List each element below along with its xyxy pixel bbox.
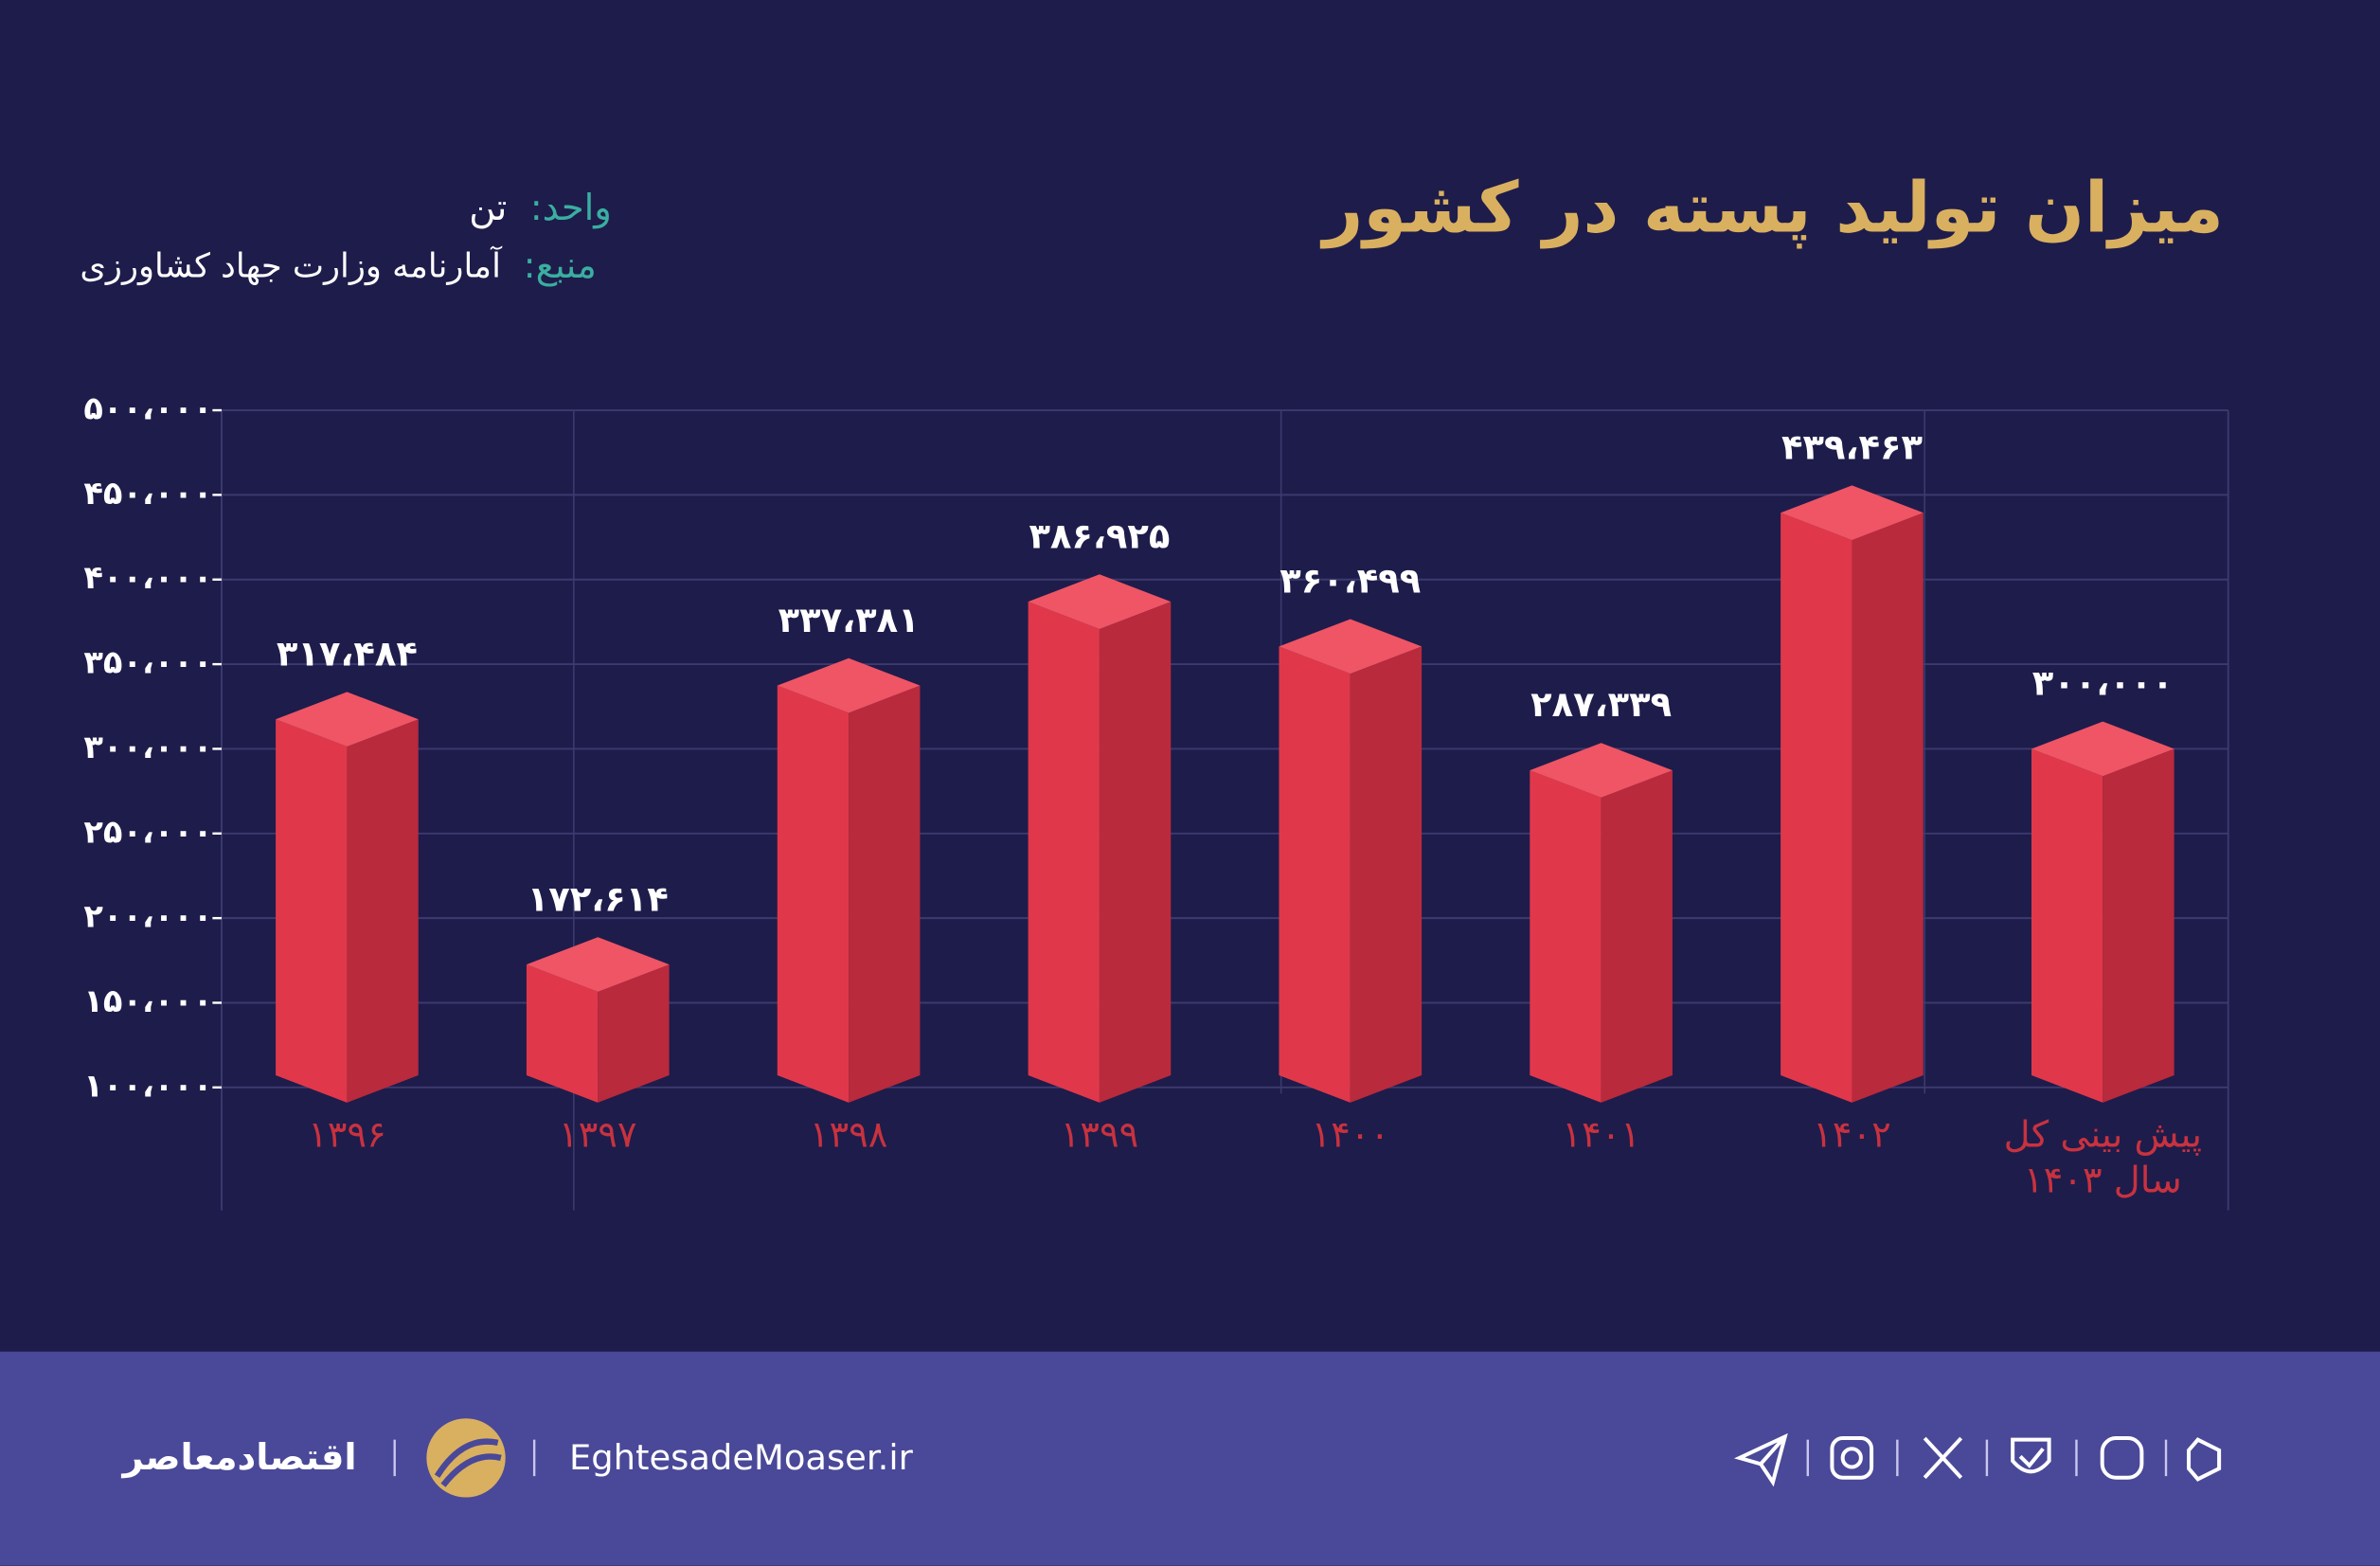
plot: ۱۰۰،۰۰۰ ۱۵۰،۰۰۰ ۲۰۰،۰۰۰ ۲۵۰،۰۰۰ ۳۰۰،۰۰۰ ۳۵۰،۰… xyxy=(83,390,2229,1211)
x-tick-label: ۱۴۰۰ xyxy=(1311,1113,1390,1156)
x-tick-label-box: ۱۴۰۲ xyxy=(1813,1113,1891,1156)
bar-top xyxy=(1781,485,1924,541)
y-tick-label: ۲۵۰،۰۰۰ xyxy=(83,813,212,850)
bar-top xyxy=(276,692,419,747)
y-tick-label: ۴۵۰،۰۰۰ xyxy=(83,475,212,512)
bar-front xyxy=(2031,748,2103,1103)
unit: تن xyxy=(469,187,507,229)
x-tick-label-box: ۱۳۹۷ xyxy=(558,1113,637,1156)
bar-side xyxy=(1601,770,1673,1103)
value-label: ۴۳۹،۴۶۳ xyxy=(1781,426,1923,467)
value-label: ۳۳۷،۳۸۱ xyxy=(778,600,920,640)
value-label: ۲۸۷،۳۳۹ xyxy=(1530,684,1672,725)
x-tick-label: ۱۴۰۱ xyxy=(1562,1113,1640,1156)
value-label: ۳۸۶،۹۲۵ xyxy=(1029,515,1170,556)
y-tick-label: ۵۰۰،۰۰۰ xyxy=(83,390,212,427)
bar-top xyxy=(1530,743,1673,798)
bar-front xyxy=(1530,770,1602,1103)
site: EghtesadeMoaser.ir xyxy=(569,1437,914,1478)
verified-icon[interactable] xyxy=(2011,1437,2051,1474)
x-tick-label: پیش بینی کل سال ۱۴۰۳ xyxy=(2003,1113,2202,1202)
source: آمارنامه وزارت جهاد کشاورزی xyxy=(80,244,503,285)
y-tick-label: ۲۰۰،۰۰۰ xyxy=(83,898,212,935)
value-label: ۳۰۰،۰۰۰ xyxy=(2032,663,2174,704)
y-tick-label: ۱۰۰،۰۰۰ xyxy=(83,1067,212,1104)
bar-side xyxy=(598,964,670,1103)
x-tick-label: ۱۳۹۶ xyxy=(308,1113,386,1156)
telegram-icon[interactable] xyxy=(1733,1432,1788,1487)
bar-side xyxy=(2103,748,2174,1103)
logo-mark xyxy=(434,1438,502,1487)
x-tick-label: ۱۴۰۲ xyxy=(1813,1113,1891,1156)
value-label: ۳۱۷،۴۸۴ xyxy=(277,633,418,674)
x-tick-label: ۱۳۹۸ xyxy=(809,1113,888,1156)
bar-front xyxy=(526,964,599,1103)
y-tick-label: ۳۰۰،۰۰۰ xyxy=(83,729,212,765)
bar-side xyxy=(1852,513,1924,1103)
x-tick-label-box: ۱۴۰۱ xyxy=(1562,1113,1640,1156)
bar-top xyxy=(2031,721,2174,777)
y-tick-label: ۳۵۰،۰۰۰ xyxy=(83,644,212,681)
x-icon[interactable] xyxy=(1923,1436,1963,1480)
title: میزان تولید پسته در کشور xyxy=(1319,169,2224,249)
bar-top xyxy=(1279,619,1423,675)
x-tick-label-box: ۱۳۹۹ xyxy=(1060,1113,1139,1156)
x-tick-label: ۱۳۹۷ xyxy=(558,1113,637,1156)
value-label: ۳۶۰،۴۹۹ xyxy=(1279,561,1421,602)
bar-side xyxy=(849,685,921,1103)
bar-front xyxy=(777,685,850,1103)
footer-band xyxy=(0,1351,2380,1566)
x-tick-label-box: پیش بینی کل سال ۱۴۰۳ xyxy=(2003,1113,2202,1202)
bar-side xyxy=(1099,602,1172,1103)
bar-front xyxy=(1781,513,1852,1103)
bar-top xyxy=(526,937,670,992)
x-tick-label-box: ۱۳۹۸ xyxy=(809,1113,888,1156)
bar-front xyxy=(276,719,348,1103)
icon-dividers xyxy=(1806,1439,2168,1477)
bar-side xyxy=(1350,646,1423,1103)
instagram-icon[interactable] xyxy=(1830,1436,1874,1480)
source-label: منبع: xyxy=(524,244,597,287)
x-tick-label-box: ۱۴۰۰ xyxy=(1311,1113,1390,1156)
value-label: ۱۷۲،۶۱۴ xyxy=(528,878,669,919)
bar-front xyxy=(1028,602,1100,1103)
e-icon[interactable] xyxy=(2100,1436,2144,1480)
y-tick-label: ۴۰۰،۰۰۰ xyxy=(83,559,212,596)
social-icons xyxy=(1733,1432,2222,1487)
x-tick-label-box: ۱۳۹۶ xyxy=(308,1113,386,1156)
unit-label: واحد: xyxy=(530,187,612,229)
hex-icon[interactable] xyxy=(2187,1437,2222,1482)
y-tick-label: ۱۵۰،۰۰۰ xyxy=(83,982,212,1019)
bar-side xyxy=(347,719,419,1103)
x-tick-label: ۱۳۹۹ xyxy=(1060,1113,1139,1156)
bar-top xyxy=(777,657,921,713)
instagram-lens xyxy=(1840,1447,1863,1469)
brand: اقتصادمعاصر xyxy=(120,1436,356,1479)
bar-front xyxy=(1279,646,1351,1103)
